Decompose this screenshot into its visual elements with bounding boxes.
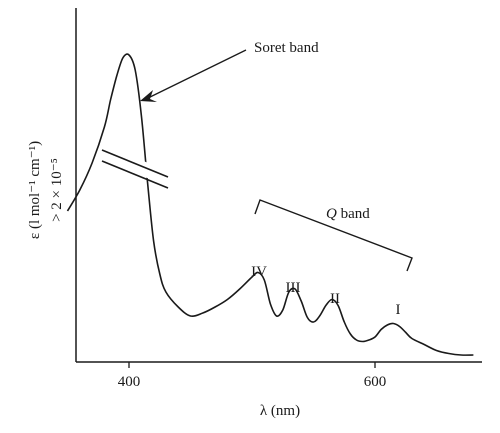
y-axis-label: ε (l mol⁻¹ cm⁻¹) [27,141,43,239]
peak-label-i: I [396,302,401,318]
axis-break-mark-lower [101,160,169,189]
y-axis-break-note: > 2 × 10⁻⁵ [49,158,65,222]
spectrum-line [66,53,474,356]
peak-label-iv: IV [251,264,267,280]
peak-label-iii: III [286,280,301,296]
soret-arrow-shaft [145,49,247,100]
soret-band-label: Soret band [254,40,319,56]
axis-break-gap [98,143,178,189]
x-tick-label-600: 600 [364,374,387,390]
x-axis-label: λ (nm) [260,403,300,419]
soret-arrow-head [140,90,157,102]
x-tick-label-400: 400 [118,374,141,390]
q-band-bracket [254,199,413,272]
axis-break-mark-upper [101,149,169,178]
peak-label-ii: II [330,291,340,307]
q-band-label: Q band [326,206,370,222]
